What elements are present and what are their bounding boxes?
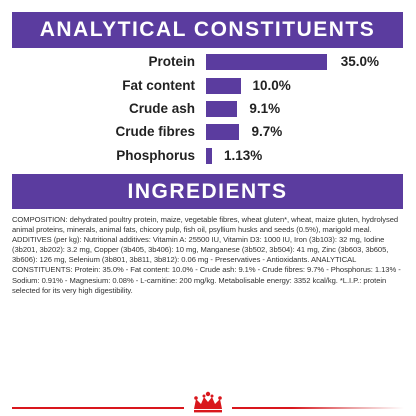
nutrient-label: Crude fibres	[115, 124, 195, 139]
nutrient-label: Phosphorus	[116, 148, 195, 163]
ingredients-heading: INGREDIENTS	[12, 174, 403, 209]
nutrient-label: Fat content	[122, 78, 195, 93]
nutrient-bar	[206, 101, 238, 117]
nutrient-label: Crude ash	[128, 101, 195, 116]
nutrient-value: 9.7%	[251, 124, 283, 139]
analytical-constituents-title: ANALYTICAL CONSTITUENTS	[39, 18, 376, 41]
analytical-constituents-table: Protein 35.0% Fat content 10.0% Crude as…	[0, 0, 416, 170]
nutrient-value: 1.13%	[224, 148, 263, 163]
nutrient-bar	[206, 78, 241, 94]
analytical-constituents-heading: ANALYTICAL CONSTITUENTS	[12, 12, 403, 48]
nutrient-value: 10.0%	[252, 78, 291, 93]
nutrient-row-phosphorus: Phosphorus 1.13%	[0, 146, 416, 166]
nutrient-bar	[206, 124, 240, 140]
nutrient-row-protein: Protein 35.0%	[0, 52, 416, 72]
footer-rule-right	[232, 407, 404, 409]
nutrient-row-crude-fibres: Crude fibres 9.7%	[0, 122, 416, 142]
nutrient-bar	[206, 54, 327, 70]
nutrient-value: 9.1%	[249, 101, 281, 116]
nutrient-row-fat-content: Fat content 10.0%	[0, 76, 416, 96]
nutrient-value: 35.0%	[340, 54, 380, 69]
nutrient-label: Protein	[148, 54, 195, 69]
nutrient-row-crude-ash: Crude ash 9.1%	[0, 99, 416, 119]
royal-canin-crown-icon	[194, 391, 222, 413]
brand-footer	[0, 376, 416, 416]
ingredients-title: INGREDIENTS	[127, 179, 288, 203]
footer-rule-left	[12, 407, 184, 409]
nutrient-bar	[206, 148, 212, 164]
composition-text: COMPOSITION: dehydrated poultry protein,…	[12, 215, 401, 295]
